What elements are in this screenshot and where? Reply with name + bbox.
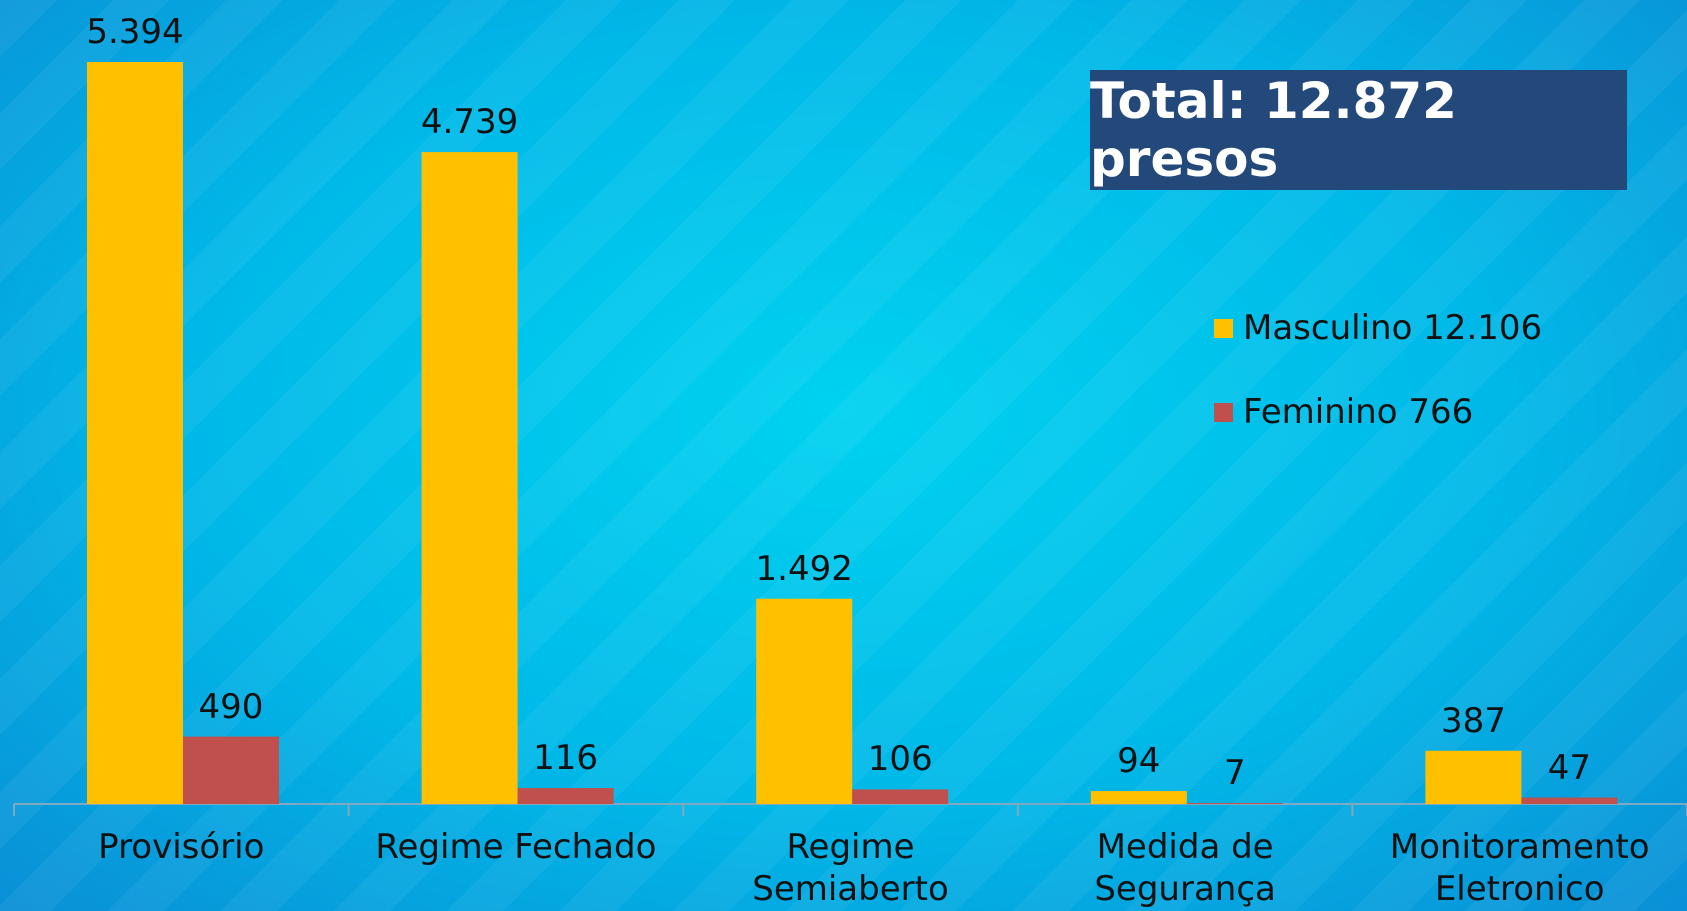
legend-swatch bbox=[1214, 402, 1233, 422]
bar bbox=[517, 788, 614, 804]
value-label: 47 bbox=[1547, 747, 1592, 788]
legend-entry: Feminino 766 bbox=[1214, 392, 1473, 432]
bar bbox=[183, 736, 279, 804]
value-label: 387 bbox=[1440, 700, 1506, 741]
bar bbox=[1521, 797, 1618, 804]
x-tick-label: Medida de Segurança bbox=[1094, 827, 1276, 909]
x-tick-label: Regime Fechado bbox=[375, 827, 657, 867]
value-label: 490 bbox=[198, 686, 264, 727]
legend-swatch bbox=[1214, 318, 1233, 338]
value-label: 94 bbox=[1117, 741, 1161, 782]
x-tick-label: Regime Semiaberto bbox=[752, 827, 949, 909]
value-label: 7 bbox=[1223, 753, 1246, 794]
value-label: 1.492 bbox=[755, 548, 853, 589]
bar bbox=[1425, 750, 1522, 804]
legend-entry: Masculino 12.106 bbox=[1214, 308, 1542, 348]
legend-label: Masculino 12.106 bbox=[1243, 308, 1543, 348]
bar bbox=[87, 62, 183, 804]
x-tick-label: Monitoramento Eletronico bbox=[1389, 827, 1650, 909]
value-label: 106 bbox=[867, 739, 933, 780]
bar bbox=[1186, 803, 1283, 804]
total-box: Total: 12.872 presos bbox=[1090, 70, 1627, 190]
bar bbox=[756, 598, 853, 804]
bar bbox=[852, 789, 949, 804]
legend-label: Feminino 766 bbox=[1243, 392, 1474, 432]
bar bbox=[1090, 791, 1187, 804]
bar bbox=[421, 152, 518, 805]
value-label: 116 bbox=[533, 738, 599, 779]
value-label: 4.739 bbox=[420, 102, 519, 143]
x-tick-label: Provisório bbox=[98, 827, 265, 867]
value-label: 5.394 bbox=[86, 12, 184, 52]
